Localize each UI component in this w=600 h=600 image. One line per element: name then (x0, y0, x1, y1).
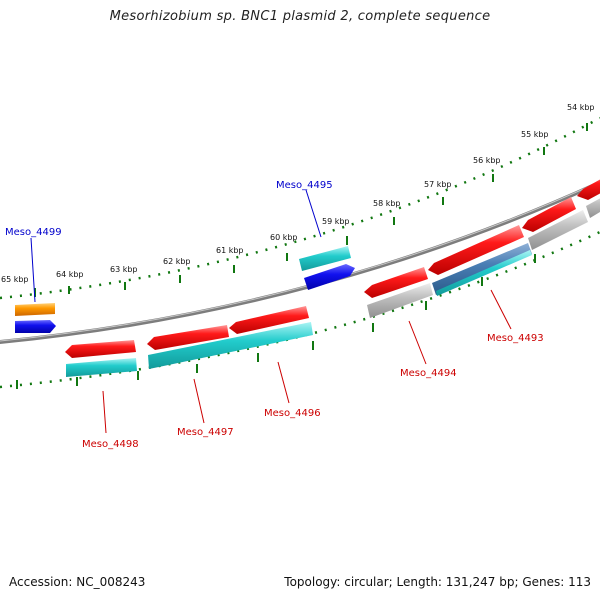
accession-text: Accession: NC_008243 (9, 575, 146, 589)
label-meso-4498[interactable]: Meso_4498 (82, 439, 139, 450)
label-meso-4499[interactable]: Meso_4499 (5, 227, 62, 238)
label-leaders (30, 189, 512, 434)
gene-gray-3[interactable] (586, 193, 600, 218)
gene-gray-2[interactable] (528, 210, 588, 250)
gene-meso-4495-blue[interactable] (304, 264, 355, 290)
label-meso-4496[interactable]: Meso_4496 (264, 408, 321, 419)
label-meso-4493[interactable]: Meso_4493 (487, 333, 544, 344)
tick-label: 64 kbp (56, 270, 84, 279)
gene-meso-4499-blue[interactable] (15, 320, 56, 333)
gene-meso-4496[interactable] (229, 306, 309, 334)
tick-label: 62 kbp (163, 257, 191, 266)
tick-label: 65 kbp (1, 275, 29, 284)
gene-cyan-1[interactable] (66, 358, 137, 377)
tick-label: 56 kbp (473, 156, 501, 165)
tick-label: 57 kbp (424, 180, 452, 189)
tick-label: 58 kbp (373, 199, 401, 208)
tick-label: 54 kbp (567, 103, 595, 112)
gene-meso-4494[interactable] (364, 267, 428, 298)
gene-meso-4493[interactable] (428, 225, 524, 275)
gene-meso-4497[interactable] (147, 325, 229, 350)
forward-features (15, 246, 355, 333)
gene-meso-4499-orange[interactable] (15, 303, 55, 316)
tick-labels: 54 kbp 55 kbp 56 kbp 57 kbp 58 kbp 59 kb… (1, 103, 595, 284)
gene-red-7[interactable] (577, 174, 600, 200)
label-meso-4495[interactable]: Meso_4495 (276, 180, 333, 191)
tick-label: 61 kbp (216, 246, 244, 255)
tick-label: 59 kbp (322, 217, 350, 226)
topology-summary: Topology: circular; Length: 131,247 bp; … (284, 575, 591, 589)
reverse-features-red (65, 174, 600, 358)
tick-label: 63 kbp (110, 265, 138, 274)
tick-label: 60 kbp (270, 233, 298, 242)
gene-red-6[interactable] (522, 197, 576, 232)
outer-tick-ruler (0, 116, 600, 300)
label-meso-4497[interactable]: Meso_4497 (177, 427, 234, 438)
reverse-features-second-row (66, 193, 600, 377)
gene-cyan-2[interactable] (148, 322, 313, 369)
gene-labels: Meso_4499 Meso_4495 Meso_4498 Meso_4497 … (5, 180, 544, 450)
gene-cyan-3[interactable] (436, 250, 532, 296)
gene-meso-4495-cyan[interactable] (299, 246, 351, 271)
map-title: Mesorhizobium sp. BNC1 plasmid 2, comple… (109, 9, 491, 24)
inner-tick-ruler (0, 230, 600, 389)
gene-gray-1[interactable] (367, 283, 433, 318)
tick-label: 55 kbp (521, 130, 549, 139)
label-meso-4494[interactable]: Meso_4494 (400, 368, 457, 379)
gene-meso-4498[interactable] (65, 340, 136, 358)
